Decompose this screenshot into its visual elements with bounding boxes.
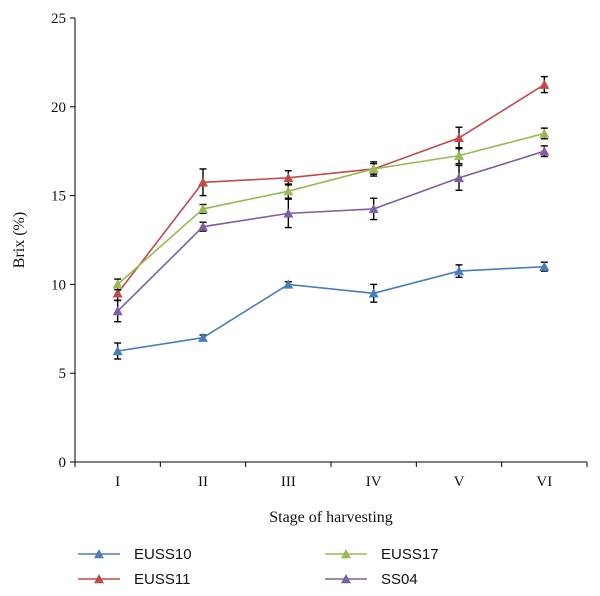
legend-label: EUSS11 xyxy=(134,571,190,588)
data-point xyxy=(198,332,208,342)
series-line xyxy=(117,265,545,352)
legend-swatch-marker xyxy=(94,574,104,584)
legend: EUSS10 EUSS11 EUSS17 SS04 xyxy=(78,546,439,588)
data-point xyxy=(368,163,379,174)
y-axis-ticks: 0 5 10 15 20 25 xyxy=(51,11,75,471)
x-tick-label: V xyxy=(454,474,465,490)
x-tick-label: III xyxy=(281,474,296,490)
y-tick-label: 10 xyxy=(51,277,66,293)
data-point xyxy=(454,266,464,276)
x-axis-label: Stage of harvesting xyxy=(269,509,393,526)
data-point xyxy=(539,261,550,271)
legend-item-euss11: EUSS11 xyxy=(78,571,190,588)
series-ss04 xyxy=(112,145,550,323)
data-point xyxy=(454,132,464,143)
data-point xyxy=(539,128,550,138)
series-line xyxy=(117,132,545,285)
data-point xyxy=(198,203,208,214)
x-tick-label: IV xyxy=(366,474,382,490)
x-tick-label: VI xyxy=(536,474,552,490)
series-euss17 xyxy=(112,127,550,291)
data-point xyxy=(198,177,208,187)
legend-item-ss04: SS04 xyxy=(325,571,418,588)
data-point xyxy=(368,288,379,298)
data-point xyxy=(198,221,208,231)
data-point xyxy=(283,186,294,196)
y-tick-label: 5 xyxy=(59,366,67,382)
y-tick-label: 20 xyxy=(51,100,66,116)
x-tick-label: I xyxy=(115,474,120,490)
plot-area xyxy=(112,75,550,360)
y-axis-label: Brix (%) xyxy=(11,212,28,268)
legend-label: EUSS10 xyxy=(134,546,192,563)
data-point xyxy=(112,279,123,289)
x-axis-ticks: I II III IV V VI xyxy=(74,462,588,490)
data-point xyxy=(112,288,123,298)
legend-swatch-marker xyxy=(341,574,351,584)
legend-item-euss10: EUSS10 xyxy=(78,546,192,563)
y-tick-label: 15 xyxy=(51,189,66,205)
data-point xyxy=(283,208,294,218)
y-tick-label: 0 xyxy=(59,455,67,471)
legend-label: EUSS17 xyxy=(381,546,439,563)
data-point xyxy=(112,306,123,316)
data-point xyxy=(368,203,379,214)
data-point xyxy=(454,150,464,160)
series-euss11 xyxy=(112,75,550,302)
x-tick-label: II xyxy=(198,474,208,490)
data-point xyxy=(539,79,550,89)
y-tick-label: 25 xyxy=(51,11,66,27)
series-line xyxy=(117,150,545,312)
legend-item-euss17: EUSS17 xyxy=(325,546,439,563)
data-point xyxy=(454,172,464,183)
series-euss10 xyxy=(112,261,550,360)
legend-swatch-marker xyxy=(94,549,104,559)
series-line xyxy=(117,83,545,294)
legend-label: SS04 xyxy=(381,571,418,588)
data-point xyxy=(283,279,294,289)
data-point xyxy=(112,346,123,356)
data-point xyxy=(283,172,294,183)
legend-swatch-marker xyxy=(341,549,351,559)
data-point xyxy=(539,146,550,156)
